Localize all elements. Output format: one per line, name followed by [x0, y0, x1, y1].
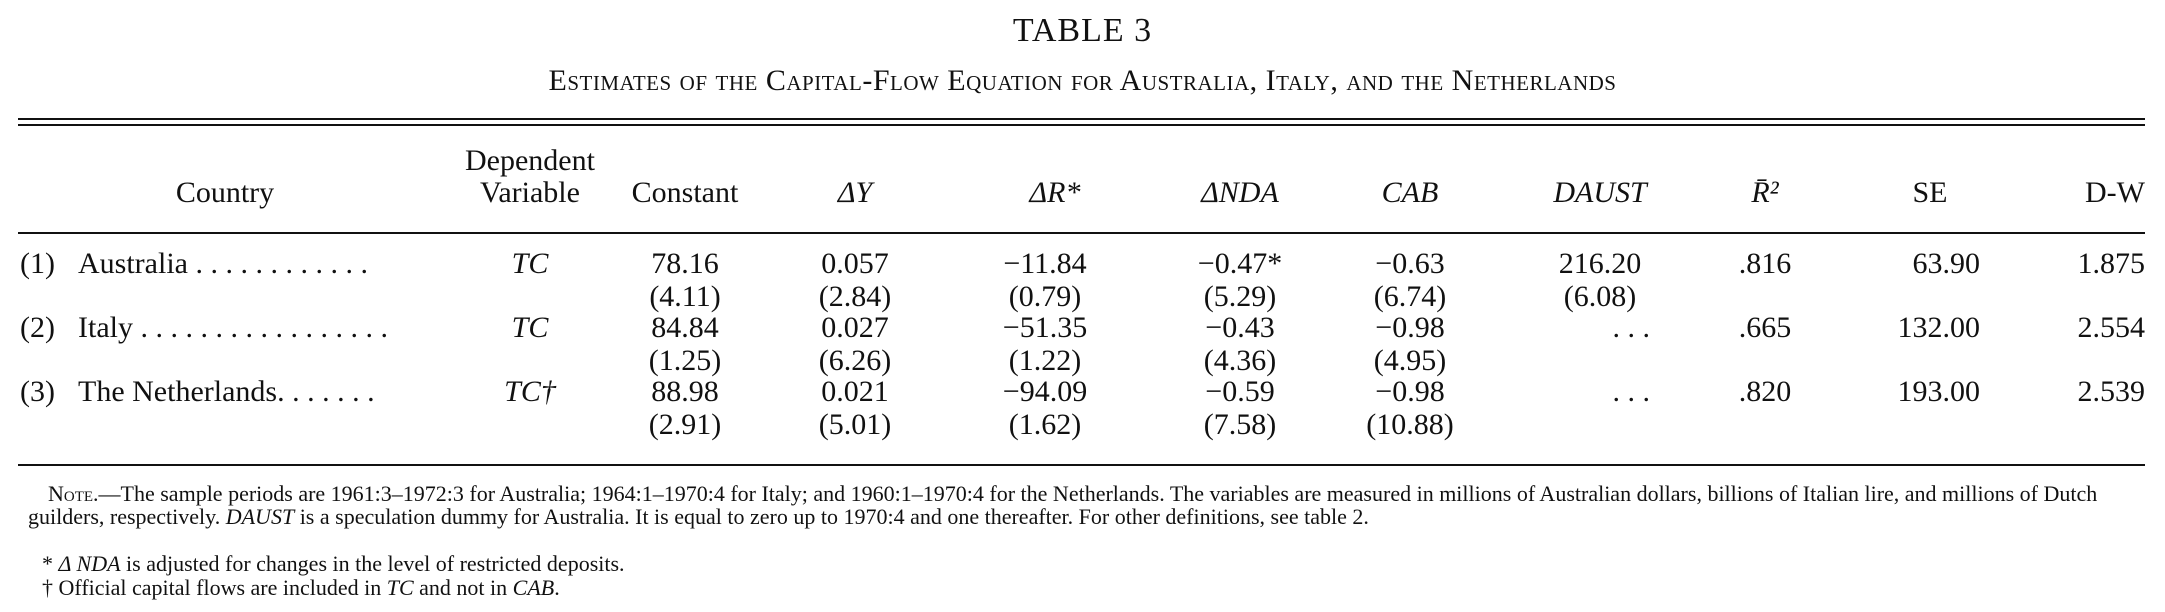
footnote-dagger: † Official capital flows are included in…: [42, 576, 560, 599]
footnote-star: * Δ NDA is adjusted for changes in the l…: [42, 552, 625, 575]
row-se: 63.90: [1912, 247, 1981, 280]
row-delta-nda-t: (5.29): [1203, 280, 1277, 313]
country-name: Italy: [78, 311, 133, 344]
row-constant: 78.16: [651, 247, 719, 280]
row-dependent: TC: [511, 311, 549, 344]
footnote-dagger-text-1: Official capital flows are included in: [58, 575, 387, 600]
footnote-star-mark: *: [42, 551, 59, 576]
row-delta-y-t: (2.84): [818, 280, 892, 313]
row-cab: −0.98: [1375, 311, 1445, 344]
row-delta-nda-t: (4.36): [1203, 344, 1277, 377]
table-subtitle: Estimates of the Capital-Flow Equation f…: [548, 64, 1617, 97]
row-constant-t: (4.11): [649, 280, 721, 313]
row-constant: 88.98: [651, 375, 719, 408]
header-delta-y: ΔY: [837, 176, 873, 209]
note-text-2: is a speculation dummy for Australia. It…: [299, 504, 1369, 529]
bottom-rule: [18, 464, 2145, 466]
footnote-dagger-text-2: and not in: [413, 575, 513, 600]
row-delta-r: −94.09: [1002, 375, 1088, 408]
dot-leader: . . . . . . . . . . . .: [187, 247, 368, 280]
header-daust: DAUST: [1553, 176, 1647, 209]
row-delta-nda: −0.59: [1205, 375, 1275, 408]
row-cab-t: (4.95): [1373, 344, 1447, 377]
row-dependent: TC†: [504, 375, 556, 408]
row-delta-y: 0.057: [821, 247, 889, 280]
row-r-squared: .665: [1738, 311, 1792, 344]
dot-leader: . . . . . . . . . . . . . . . . .: [132, 311, 388, 344]
row-cab: −0.63: [1375, 247, 1445, 280]
row-delta-r-t: (1.22): [1008, 344, 1082, 377]
row-delta-y: 0.027: [821, 311, 889, 344]
row-delta-nda: −0.43: [1205, 311, 1275, 344]
dot-leader: . . . . . . .: [277, 375, 375, 408]
row-dw: 1.875: [2077, 247, 2146, 280]
header-r-squared: R̄²: [1751, 176, 1779, 209]
header-se: SE: [1912, 176, 1948, 209]
row-constant-t: (2.91): [648, 408, 722, 441]
row-number: (2): [20, 311, 55, 344]
country-name: Australia: [78, 247, 188, 280]
row-delta-r-t: (1.62): [1008, 408, 1082, 441]
header-dependent-line2: Variable: [480, 176, 580, 209]
row-cab-t: (6.74): [1373, 280, 1447, 313]
row-country: Italy . . . . . . . . . . . . . . . . .: [78, 311, 388, 345]
header-constant: Constant: [631, 176, 739, 209]
row-dw: 2.539: [2077, 375, 2146, 408]
row-delta-r: −11.84: [1003, 247, 1087, 280]
footnote-star-text: is adjusted for changes in the level of …: [120, 551, 625, 576]
row-number: (3): [20, 375, 55, 408]
row-dependent: TC: [511, 247, 549, 280]
row-delta-nda-t: (7.58): [1203, 408, 1277, 441]
table-note: Note.—The sample periods are 1961:3–1972…: [28, 482, 2138, 528]
row-delta-y-t: (5.01): [818, 408, 892, 441]
footnote-dagger-text-3: .: [554, 575, 560, 600]
note-label: Note.: [48, 481, 99, 506]
country-name: The Netherlands: [78, 375, 278, 408]
row-cab: −0.98: [1375, 375, 1445, 408]
header-country: Country: [175, 176, 275, 209]
footnote-dagger-mark: †: [42, 575, 59, 600]
row-daust-t: (6.08): [1563, 280, 1637, 313]
row-cab-t: (10.88): [1366, 408, 1454, 441]
header-rule: [18, 232, 2145, 234]
row-constant: 84.84: [651, 311, 719, 344]
row-country: Australia . . . . . . . . . . . .: [78, 247, 368, 281]
header-cab: CAB: [1381, 176, 1439, 209]
header-dependent-line1: Dependent: [465, 144, 595, 177]
row-delta-r-t: (0.79): [1008, 280, 1082, 313]
row-dw: 2.554: [2077, 311, 2146, 344]
table-title: TABLE 3: [1012, 12, 1153, 49]
row-number: (1): [20, 247, 55, 280]
note-text: —The sample periods are 1961:3–1972:3 fo…: [28, 481, 2098, 529]
top-rule-2: [18, 124, 2145, 126]
footnote-dagger-term-1: TC: [386, 575, 414, 600]
row-daust: . . .: [1612, 375, 1651, 408]
row-constant-t: (1.25): [648, 344, 722, 377]
top-rule-1: [18, 118, 2145, 120]
header-delta-r: ΔR*: [1029, 176, 1081, 209]
row-delta-y: 0.021: [821, 375, 889, 408]
row-daust: 216.20: [1558, 247, 1642, 280]
header-dw: D-W: [2085, 176, 2145, 209]
footnote-dagger-term-2: CAB: [512, 575, 555, 600]
header-delta-nda: ΔNDA: [1201, 176, 1279, 209]
footnote-star-term: Δ NDA: [58, 551, 121, 576]
row-r-squared: .820: [1738, 375, 1792, 408]
row-daust: . . .: [1612, 311, 1651, 344]
row-delta-y-t: (6.26): [818, 344, 892, 377]
note-daust-term: DAUST: [225, 504, 295, 529]
row-se: 132.00: [1897, 311, 1981, 344]
row-delta-nda: −0.47*: [1197, 247, 1283, 280]
row-delta-r: −51.35: [1002, 311, 1088, 344]
row-se: 193.00: [1897, 375, 1981, 408]
row-country: The Netherlands. . . . . . .: [78, 375, 375, 409]
row-r-squared: .816: [1738, 247, 1792, 280]
